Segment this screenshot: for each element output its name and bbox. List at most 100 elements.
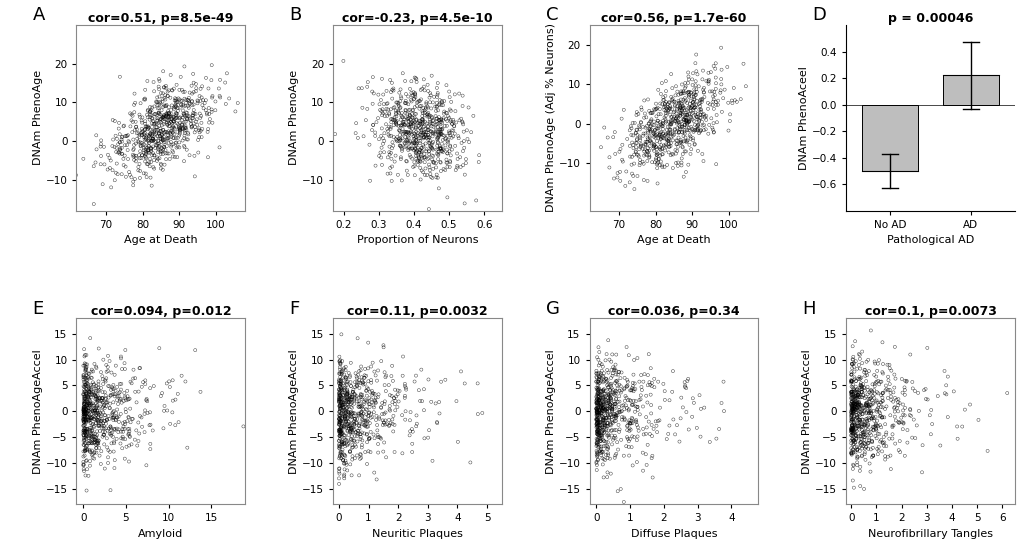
Point (654, 379, 671, 388)
Point (128, 129, 145, 138)
Point (594, 404, 610, 413)
Point (335, 365, 352, 374)
Point (436, 107, 452, 116)
Point (618, 167, 634, 176)
Point (367, 393, 383, 402)
Point (450, 116, 467, 125)
Point (344, 388, 361, 397)
Point (705, 95, 721, 104)
Point (166, 115, 182, 124)
Point (846, 421, 862, 429)
Point (401, 129, 418, 138)
Point (345, 395, 362, 404)
Point (863, 396, 879, 405)
Point (332, 379, 348, 388)
Point (589, 418, 605, 427)
Point (850, 425, 866, 434)
Point (855, 432, 871, 441)
Point (86, 380, 102, 389)
Point (85, 435, 101, 444)
Point (628, 416, 644, 424)
Point (672, 111, 688, 120)
Point (361, 403, 377, 412)
Point (360, 77, 376, 86)
Point (93, 383, 109, 392)
Point (685, 134, 701, 143)
Point (393, 112, 410, 121)
Point (865, 423, 881, 432)
Point (141, 136, 157, 145)
Point (83, 429, 99, 438)
Point (91, 344, 107, 353)
Point (675, 87, 691, 96)
Point (428, 114, 444, 123)
Point (657, 109, 674, 118)
Point (331, 412, 347, 421)
Point (406, 129, 422, 138)
Point (412, 124, 428, 133)
Point (667, 118, 684, 126)
Point (886, 393, 902, 402)
Point (610, 147, 627, 156)
Point (379, 153, 395, 162)
Point (412, 96, 428, 105)
Point (850, 409, 866, 418)
Point (78, 412, 95, 421)
Point (151, 154, 167, 163)
Point (430, 184, 446, 193)
Point (678, 118, 694, 127)
Point (156, 129, 172, 138)
Point (432, 158, 448, 167)
Point (590, 395, 606, 404)
Point (677, 82, 693, 91)
Point (340, 424, 357, 433)
Point (420, 133, 436, 141)
Point (682, 88, 698, 97)
Point (195, 96, 211, 105)
Point (678, 117, 694, 126)
Point (609, 397, 626, 406)
Point (75, 399, 92, 408)
Point (853, 407, 869, 416)
Point (877, 381, 894, 390)
Point (172, 72, 189, 81)
Point (338, 389, 355, 398)
Point (362, 427, 378, 436)
Point (862, 445, 878, 454)
Point (718, 62, 735, 71)
Point (881, 465, 898, 473)
Point (175, 87, 192, 96)
Point (600, 413, 616, 422)
Point (338, 404, 355, 413)
Point (111, 148, 127, 157)
Point (607, 366, 624, 375)
Point (432, 128, 448, 136)
Point (76, 412, 93, 421)
Point (420, 125, 436, 134)
Point (948, 422, 964, 431)
Point (334, 445, 351, 454)
Point (415, 104, 431, 113)
Point (362, 413, 378, 422)
Point (608, 384, 625, 393)
Point (852, 429, 868, 438)
Point (340, 395, 357, 404)
Point (431, 126, 447, 135)
Point (657, 130, 674, 139)
Point (200, 128, 216, 136)
Point (589, 455, 605, 464)
Point (843, 375, 859, 384)
Point (699, 99, 715, 108)
Point (610, 392, 627, 400)
Point (843, 413, 859, 422)
Point (843, 393, 859, 402)
Point (414, 397, 430, 405)
Point (873, 438, 890, 447)
Point (439, 149, 455, 158)
Point (76, 402, 93, 411)
Point (337, 373, 354, 382)
Point (616, 182, 633, 190)
Point (335, 385, 352, 394)
Point (858, 416, 874, 425)
Point (843, 411, 859, 419)
